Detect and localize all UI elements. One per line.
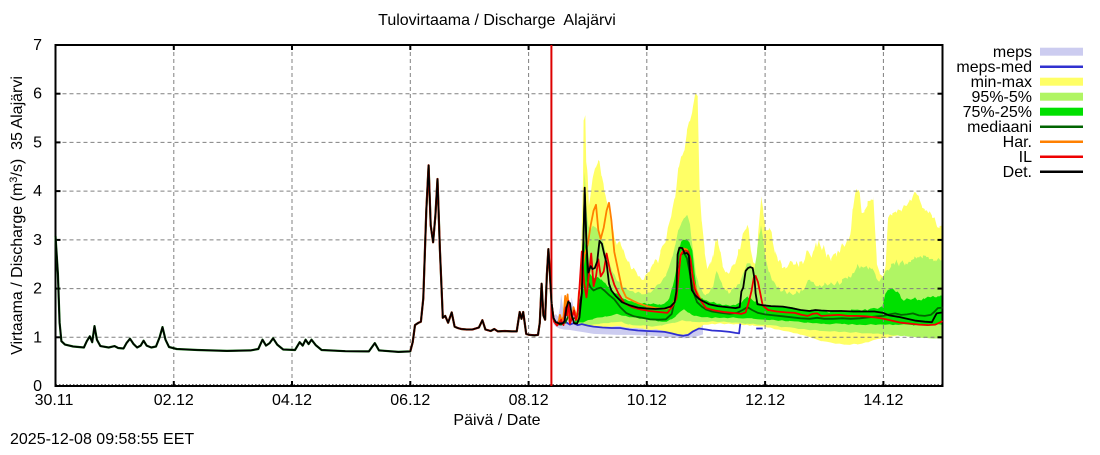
svg-text:meps: meps <box>993 44 1032 61</box>
svg-text:Det.: Det. <box>1003 164 1032 181</box>
svg-text:1: 1 <box>33 329 42 346</box>
svg-text:95%-5%: 95%-5% <box>972 89 1032 106</box>
svg-text:0: 0 <box>33 378 42 395</box>
svg-text:IL: IL <box>1019 149 1032 166</box>
svg-text:06.12: 06.12 <box>390 392 430 409</box>
svg-text:08.12: 08.12 <box>509 392 549 409</box>
svg-text:12.12: 12.12 <box>745 392 785 409</box>
svg-text:04.12: 04.12 <box>272 392 312 409</box>
svg-text:meps-med: meps-med <box>956 59 1032 76</box>
svg-text:Virtaama / Discharge (m3/s) 3: Virtaama / Discharge (m3/s) 35 Alajärvi <box>8 76 26 355</box>
svg-text:2: 2 <box>33 281 42 298</box>
svg-text:10.12: 10.12 <box>627 392 667 409</box>
svg-text:Päivä / Date: Päivä / Date <box>453 412 540 429</box>
svg-text:3: 3 <box>33 232 42 249</box>
svg-text:14.12: 14.12 <box>863 392 903 409</box>
svg-text:30.11: 30.11 <box>35 392 74 409</box>
svg-text:2025-12-08 09:58:55 EET: 2025-12-08 09:58:55 EET <box>10 431 194 448</box>
svg-text:7: 7 <box>33 37 42 54</box>
svg-text:Tulovirtaama / Discharge Alaj: Tulovirtaama / Discharge Alajärvi <box>378 12 616 29</box>
svg-text:min-max: min-max <box>971 74 1032 91</box>
svg-text:6: 6 <box>33 86 42 103</box>
svg-text:5: 5 <box>33 134 42 151</box>
svg-text:4: 4 <box>33 183 42 200</box>
svg-text:mediaani: mediaani <box>967 119 1032 136</box>
svg-text:02.12: 02.12 <box>154 392 194 409</box>
svg-text:75%-25%: 75%-25% <box>963 104 1032 121</box>
svg-text:Har.: Har. <box>1003 134 1032 151</box>
